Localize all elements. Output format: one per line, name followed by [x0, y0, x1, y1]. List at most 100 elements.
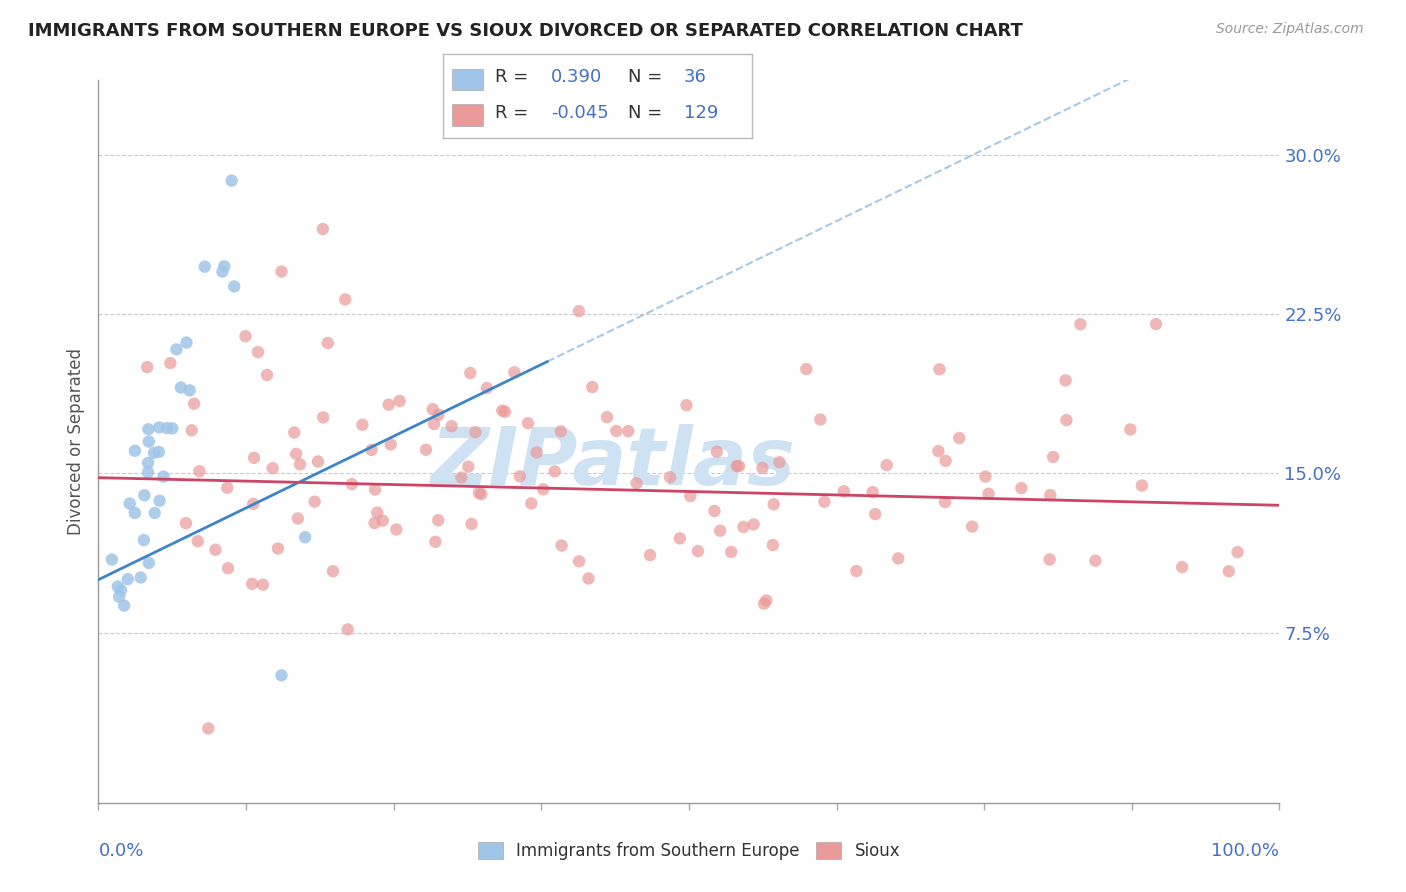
Text: N =: N =: [628, 69, 662, 87]
Point: [136, 360, 159, 375]
Point: [1054, 373, 1077, 387]
Point: [751, 461, 773, 475]
Point: [509, 469, 531, 483]
Point: [581, 380, 603, 394]
Point: [503, 365, 526, 379]
Point: [427, 513, 450, 527]
Point: [568, 554, 591, 568]
Point: [307, 454, 329, 468]
Point: [283, 425, 305, 440]
Point: [706, 444, 728, 458]
Point: [187, 534, 209, 549]
Point: [974, 469, 997, 483]
Point: [364, 483, 387, 497]
Point: [1144, 317, 1167, 331]
Point: [366, 506, 388, 520]
Point: [876, 458, 898, 472]
Point: [427, 408, 450, 422]
Text: 0.390: 0.390: [551, 69, 602, 87]
Point: [377, 398, 399, 412]
Point: [197, 722, 219, 736]
Point: [242, 497, 264, 511]
Point: [360, 442, 382, 457]
Point: [1171, 560, 1194, 574]
Point: [468, 485, 491, 500]
Point: [340, 477, 363, 491]
Text: R =: R =: [495, 103, 529, 122]
Point: [124, 506, 146, 520]
Point: [336, 623, 359, 637]
Point: [440, 419, 463, 434]
Text: 129: 129: [685, 103, 718, 122]
Point: [755, 593, 778, 607]
Point: [762, 497, 785, 511]
Point: [578, 572, 600, 586]
Text: 100.0%: 100.0%: [1212, 842, 1279, 860]
Point: [550, 539, 572, 553]
Point: [808, 412, 831, 426]
Point: [638, 548, 661, 562]
Text: R =: R =: [495, 69, 529, 87]
Point: [768, 455, 790, 469]
Point: [156, 421, 179, 435]
Point: [928, 362, 950, 376]
Point: [626, 476, 648, 491]
Point: [118, 497, 141, 511]
Point: [813, 495, 835, 509]
Point: [675, 398, 697, 412]
Point: [148, 493, 170, 508]
Point: [544, 464, 567, 478]
Point: [927, 444, 949, 458]
Point: [174, 516, 197, 530]
Point: [243, 450, 266, 465]
Point: [352, 417, 374, 432]
Point: [517, 416, 540, 430]
Point: [117, 572, 139, 586]
Point: [887, 551, 910, 566]
Point: [865, 507, 887, 521]
Point: [845, 564, 868, 578]
Point: [1226, 545, 1249, 559]
Point: [1119, 422, 1142, 436]
Point: [312, 410, 335, 425]
Point: [316, 335, 339, 350]
Point: [1218, 564, 1240, 578]
Point: [1054, 413, 1077, 427]
Point: [596, 410, 619, 425]
Point: [679, 489, 702, 503]
Point: [934, 495, 956, 509]
Point: [166, 343, 188, 357]
Text: 36: 36: [685, 69, 707, 87]
Point: [371, 514, 394, 528]
Point: [494, 405, 516, 419]
Point: [252, 577, 274, 591]
Point: [267, 541, 290, 556]
Point: [217, 561, 239, 575]
Text: IMMIGRANTS FROM SOUTHERN EUROPE VS SIOUX DIVORCED OR SEPARATED CORRELATION CHART: IMMIGRANTS FROM SOUTHERN EUROPE VS SIOUX…: [28, 22, 1024, 40]
Point: [148, 420, 170, 434]
Point: [832, 484, 855, 499]
Point: [526, 445, 548, 459]
Point: [725, 459, 748, 474]
Point: [752, 597, 775, 611]
Point: [617, 424, 640, 438]
Point: [132, 533, 155, 547]
Point: [138, 556, 160, 570]
Point: [470, 487, 492, 501]
Point: [136, 466, 159, 480]
Point: [423, 417, 446, 431]
Point: [304, 494, 326, 508]
Point: [129, 570, 152, 584]
Text: N =: N =: [628, 103, 662, 122]
Point: [112, 599, 135, 613]
Point: [224, 279, 246, 293]
Point: [475, 381, 498, 395]
Point: [1042, 450, 1064, 464]
Point: [110, 583, 132, 598]
Point: [1039, 488, 1062, 502]
Point: [194, 260, 217, 274]
Point: [422, 402, 444, 417]
Text: -0.045: -0.045: [551, 103, 609, 122]
Point: [659, 470, 682, 484]
Point: [262, 461, 284, 475]
